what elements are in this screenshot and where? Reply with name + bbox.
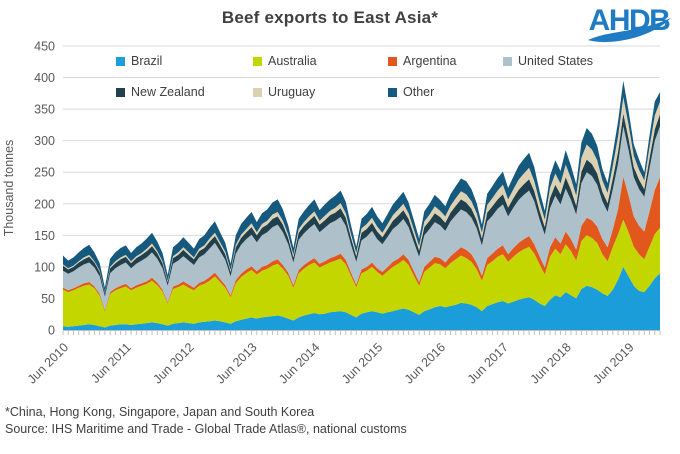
x-tick-label: Jun 2012 [151, 340, 197, 386]
x-tick-label: Jun 2018 [528, 340, 574, 386]
chart-title: Beef exports to East Asia* [221, 8, 439, 27]
x-tick-label: Jun 2011 [88, 340, 134, 386]
legend-label: United States [518, 54, 594, 68]
ahdb-logo: AHDB [588, 4, 672, 43]
y-tick-label: 350 [34, 103, 55, 117]
y-tick-label: 250 [34, 166, 55, 180]
chart-area: Brazil Australia Argentina United States… [0, 40, 680, 408]
legend-item-brazil: Brazil [116, 54, 253, 68]
y-tick-label: 50 [41, 292, 55, 306]
y-tick-label: 400 [34, 71, 55, 85]
new-zealand-swatch-icon [116, 87, 125, 97]
y-tick-label: 300 [34, 134, 55, 148]
area-australia [63, 219, 660, 328]
legend-label: Australia [268, 54, 317, 68]
legend-label: Other [403, 85, 435, 99]
x-tick-label: Jun 2019 [590, 340, 636, 386]
brazil-swatch-icon [116, 56, 125, 66]
area-argentina [63, 176, 660, 312]
other-swatch-icon [388, 87, 397, 97]
argentina-swatch-icon [388, 56, 397, 66]
x-tick-label: Jun 2014 [276, 340, 322, 386]
area-united-states [63, 126, 660, 311]
ahdb-logo-swoosh-icon [588, 18, 671, 43]
y-axis-title: Thousand tonnes [2, 140, 16, 237]
y-tick-label: 450 [34, 40, 55, 54]
legend-item-argentina: Argentina [388, 54, 503, 68]
legend-item-uruguay: Uruguay [253, 85, 388, 99]
x-tick-label: Jun 2016 [402, 340, 448, 386]
y-tick-label: 200 [34, 197, 55, 211]
legend-item-australia: Australia [253, 54, 388, 68]
footnote-regions: *China, Hong Kong, Singapore, Japan and … [5, 405, 315, 419]
x-tick-label: Jun 2017 [465, 340, 511, 386]
footnotes: *China, Hong Kong, Singapore, Japan and … [5, 404, 407, 438]
stacked-area-chart: Jun 2010 Jun 2011 Jun 2012 Jun 2013 Jun 2014… [2, 40, 661, 386]
y-tick-label: 0 [48, 324, 55, 338]
x-tick-label: Jun 2010 [25, 340, 71, 386]
legend-label: Argentina [403, 54, 457, 68]
footnote-source: Source: IHS Maritime and Trade - Global … [5, 422, 407, 436]
y-tick-label: 100 [34, 260, 55, 274]
legend-label: New Zealand [131, 85, 205, 99]
x-tick-label: Jun 2015 [339, 340, 385, 386]
australia-swatch-icon [253, 56, 262, 66]
legend-label: Brazil [131, 54, 163, 68]
area-brazil [63, 266, 660, 330]
uruguay-swatch-icon [253, 87, 262, 97]
united-states-swatch-icon [503, 56, 512, 66]
legend-item-other: Other [388, 85, 503, 99]
y-tick-label: 150 [34, 229, 55, 243]
x-tick-label: Jun 2013 [213, 340, 259, 386]
legend-item-new-zealand: New Zealand [116, 85, 253, 99]
legend-item-united-states: United States [503, 54, 593, 68]
legend-label: Uruguay [268, 85, 316, 99]
chart-legend: Brazil Australia Argentina United States… [116, 54, 593, 99]
